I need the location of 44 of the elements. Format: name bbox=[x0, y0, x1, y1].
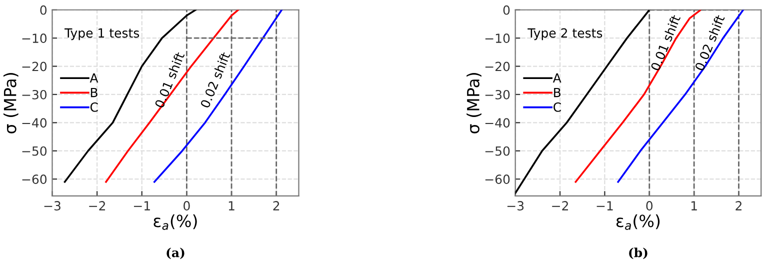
x-axis-title: ε$_{a}$(%) bbox=[616, 214, 660, 230]
annotation: Type 2 tests bbox=[528, 28, 602, 40]
y-tick-label: −60 bbox=[485, 174, 510, 184]
x-tick-label: −3 bbox=[507, 201, 524, 211]
y-tick-label: −30 bbox=[485, 90, 510, 100]
legend-label: A bbox=[90, 73, 98, 82]
text: (b) bbox=[629, 248, 648, 260]
x-tick-label: 0 bbox=[184, 201, 190, 211]
y-tick-label: −50 bbox=[485, 146, 510, 156]
y-tick-label: −10 bbox=[22, 34, 47, 44]
y-tick-label: −40 bbox=[22, 118, 47, 128]
annotation: 0.02 shift bbox=[694, 14, 725, 72]
y-axis-title: σ (MPa) bbox=[3, 72, 18, 134]
legend-label: A bbox=[552, 73, 562, 82]
x-tick-label: 1 bbox=[691, 201, 697, 210]
x-tick-label: −1 bbox=[596, 201, 613, 210]
x-tick-label: 2 bbox=[273, 201, 280, 210]
text: (a) bbox=[166, 248, 184, 260]
y-axis-title: σ (MPa) bbox=[466, 72, 482, 134]
x-tick-label: 1 bbox=[228, 201, 234, 210]
y-tick-label: −20 bbox=[22, 62, 47, 72]
annotation: 0.02 shift bbox=[200, 51, 230, 108]
x-tick-label: 0 bbox=[646, 201, 653, 211]
x-tick-label: −3 bbox=[44, 201, 60, 211]
annotation: 0.01 shift bbox=[650, 14, 681, 72]
x-axis-title: ε$_{a}$(%) bbox=[154, 214, 197, 230]
x-tick-label: 2 bbox=[736, 201, 742, 210]
legend-label: C bbox=[554, 102, 561, 112]
annotation: 0.01 shift bbox=[154, 51, 185, 108]
x-tick-label: −2 bbox=[552, 201, 568, 210]
y-tick-label: −40 bbox=[485, 118, 510, 128]
y-tick-label: −50 bbox=[22, 146, 47, 156]
legend-label: B bbox=[554, 88, 561, 98]
y-tick-label: 0 bbox=[40, 5, 47, 15]
annotation: Type 1 tests bbox=[64, 28, 140, 40]
y-tick-label: 0 bbox=[503, 5, 510, 15]
y-tick-label: −20 bbox=[485, 62, 510, 72]
y-tick-label: −30 bbox=[22, 90, 47, 100]
x-tick-label: −1 bbox=[134, 201, 150, 210]
x-tick-label: −2 bbox=[89, 201, 106, 210]
legend-label: C bbox=[90, 102, 98, 112]
legend-label: B bbox=[90, 88, 98, 98]
y-tick-label: −60 bbox=[22, 174, 47, 184]
y-tick-label: −10 bbox=[485, 34, 510, 44]
